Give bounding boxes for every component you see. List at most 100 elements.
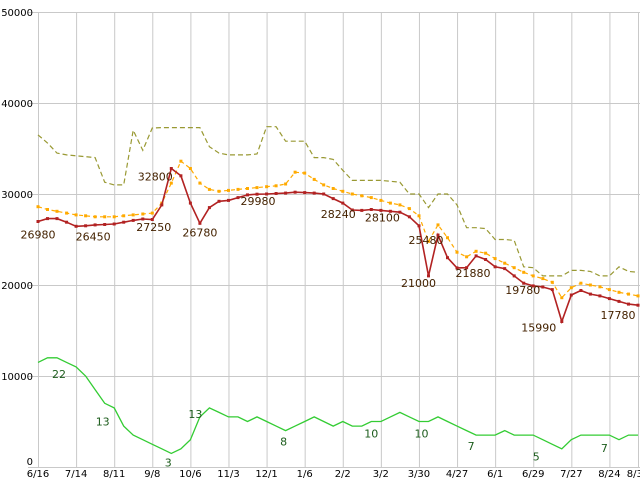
series-upper-band bbox=[37, 126, 639, 277]
marker-moving-average bbox=[379, 198, 383, 202]
price-value-label: 15990 bbox=[521, 322, 556, 335]
indicator-value-label: 13 bbox=[188, 408, 202, 421]
marker-price bbox=[617, 299, 621, 303]
marker-price bbox=[484, 258, 488, 261]
marker-moving-average bbox=[246, 187, 249, 190]
marker-price bbox=[265, 192, 269, 196]
marker-moving-average bbox=[617, 290, 621, 294]
marker-moving-average bbox=[188, 167, 192, 170]
marker-moving-average bbox=[493, 257, 497, 261]
indicator-value-label: 13 bbox=[96, 415, 110, 428]
series-price bbox=[36, 167, 640, 325]
series-line-price bbox=[37, 167, 639, 325]
x-tick-label: 4/27 bbox=[446, 469, 468, 480]
marker-moving-average bbox=[227, 188, 230, 192]
marker-moving-average bbox=[150, 211, 154, 215]
marker-price bbox=[74, 224, 78, 228]
marker-price bbox=[427, 274, 430, 278]
marker-price bbox=[93, 223, 97, 227]
marker-price bbox=[636, 303, 640, 307]
marker-price bbox=[103, 223, 107, 226]
x-tick-label: 3/2 bbox=[373, 469, 389, 480]
marker-price bbox=[55, 217, 59, 221]
marker-moving-average bbox=[255, 186, 259, 190]
price-value-label: 26780 bbox=[182, 226, 217, 239]
x-tick-label: 10/6 bbox=[179, 469, 201, 480]
marker-price bbox=[503, 267, 507, 271]
marker-moving-average bbox=[465, 255, 469, 259]
marker-price bbox=[512, 274, 516, 278]
x-tick-label: 7/27 bbox=[560, 469, 582, 480]
marker-moving-average bbox=[455, 250, 459, 254]
marker-moving-average bbox=[446, 236, 449, 240]
gridlines bbox=[28, 12, 640, 468]
marker-price bbox=[531, 284, 535, 288]
price-value-label: 29980 bbox=[241, 195, 276, 208]
marker-price bbox=[46, 217, 49, 221]
x-tick-label: 11/3 bbox=[217, 469, 239, 480]
marker-moving-average bbox=[436, 223, 440, 227]
marker-moving-average bbox=[607, 288, 611, 292]
marker-moving-average bbox=[84, 214, 88, 218]
marker-price bbox=[407, 215, 411, 219]
y-tick-label: 10000 bbox=[1, 372, 33, 383]
marker-moving-average bbox=[560, 296, 564, 300]
marker-moving-average bbox=[350, 192, 354, 196]
price-value-label: 28240 bbox=[321, 208, 356, 221]
marker-moving-average bbox=[398, 203, 402, 207]
price-value-label: 27250 bbox=[136, 221, 171, 234]
marker-price bbox=[341, 201, 345, 205]
marker-price bbox=[388, 209, 392, 213]
marker-moving-average bbox=[265, 185, 269, 189]
marker-price bbox=[331, 197, 335, 201]
marker-price bbox=[169, 167, 173, 170]
marker-price bbox=[550, 288, 554, 292]
marker-price bbox=[179, 174, 183, 178]
indicator-value-labels: 22 13 3 13 8 10 10 7 5 7 bbox=[52, 368, 608, 470]
marker-price bbox=[246, 193, 249, 197]
marker-moving-average bbox=[179, 159, 183, 163]
marker-price bbox=[474, 254, 478, 258]
marker-price bbox=[579, 289, 583, 292]
y-tick-label: 50000 bbox=[1, 8, 33, 19]
marker-moving-average bbox=[512, 266, 516, 270]
marker-moving-average bbox=[579, 281, 583, 285]
indicator-value-label: 10 bbox=[364, 428, 378, 441]
x-tick-label: 3/30 bbox=[408, 469, 430, 480]
price-value-label: 26980 bbox=[21, 229, 56, 242]
marker-price bbox=[303, 191, 307, 195]
marker-price bbox=[150, 218, 154, 221]
x-tick-label: 2/2 bbox=[335, 469, 351, 480]
marker-moving-average bbox=[588, 283, 592, 287]
marker-price bbox=[188, 201, 192, 205]
marker-price bbox=[65, 220, 69, 224]
marker-price bbox=[541, 285, 545, 289]
marker-moving-average bbox=[341, 189, 345, 193]
marker-moving-average bbox=[427, 239, 430, 243]
y-tick-label: 30000 bbox=[1, 190, 33, 201]
marker-price bbox=[417, 224, 421, 228]
marker-moving-average bbox=[284, 182, 288, 186]
price-value-label: 32800 bbox=[138, 171, 173, 184]
marker-price bbox=[36, 220, 40, 223]
marker-price bbox=[160, 203, 164, 207]
indicator-value-label: 10 bbox=[415, 428, 429, 441]
marker-moving-average bbox=[103, 215, 107, 219]
marker-price bbox=[255, 192, 259, 196]
marker-price bbox=[493, 265, 497, 269]
marker-price bbox=[198, 221, 202, 225]
marker-moving-average bbox=[388, 201, 392, 205]
marker-moving-average bbox=[65, 211, 69, 215]
marker-price bbox=[84, 224, 88, 228]
marker-price bbox=[274, 192, 278, 195]
marker-price bbox=[455, 266, 459, 270]
x-tick-label: 6/16 bbox=[27, 469, 49, 480]
marker-moving-average bbox=[141, 212, 145, 216]
indicator-value-label: 7 bbox=[468, 440, 475, 453]
marker-moving-average bbox=[369, 196, 373, 200]
marker-price bbox=[465, 266, 469, 270]
marker-moving-average bbox=[484, 251, 488, 255]
marker-moving-average bbox=[93, 215, 97, 219]
